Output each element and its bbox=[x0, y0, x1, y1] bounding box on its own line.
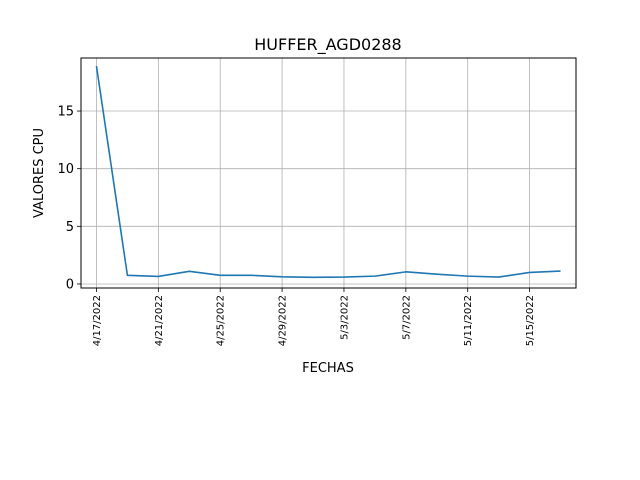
x-tick-label: 5/15/2022 bbox=[525, 295, 536, 346]
x-axis-label: FECHAS bbox=[302, 361, 354, 376]
series-line bbox=[95, 65, 561, 279]
x-tick-label: 5/11/2022 bbox=[463, 295, 474, 346]
plot-area-frame bbox=[80, 57, 577, 289]
x-tick-label: 5/7/2022 bbox=[401, 295, 412, 340]
x-tick-label: 4/17/2022 bbox=[92, 295, 103, 346]
y-tick-label: 10 bbox=[57, 162, 74, 177]
y-tick-label: 15 bbox=[57, 105, 74, 120]
y-tick-label: 0 bbox=[66, 277, 74, 292]
x-axis: 4/17/2022 4/21/2022 4/25/2022 4/29/2022 5/3/… bbox=[92, 288, 536, 346]
grid-lines bbox=[81, 58, 576, 288]
y-axis-label: VALORES CPU bbox=[32, 128, 47, 218]
y-axis: 0 5 10 15 bbox=[57, 105, 81, 292]
x-tick-label: 4/25/2022 bbox=[216, 295, 227, 346]
chart-title: HUFFER_AGD0288 bbox=[254, 35, 401, 55]
y-tick-label: 5 bbox=[66, 220, 74, 235]
x-tick-label: 4/21/2022 bbox=[154, 295, 165, 346]
x-tick-label: 5/3/2022 bbox=[339, 295, 350, 340]
x-tick-label: 4/29/2022 bbox=[278, 295, 289, 346]
